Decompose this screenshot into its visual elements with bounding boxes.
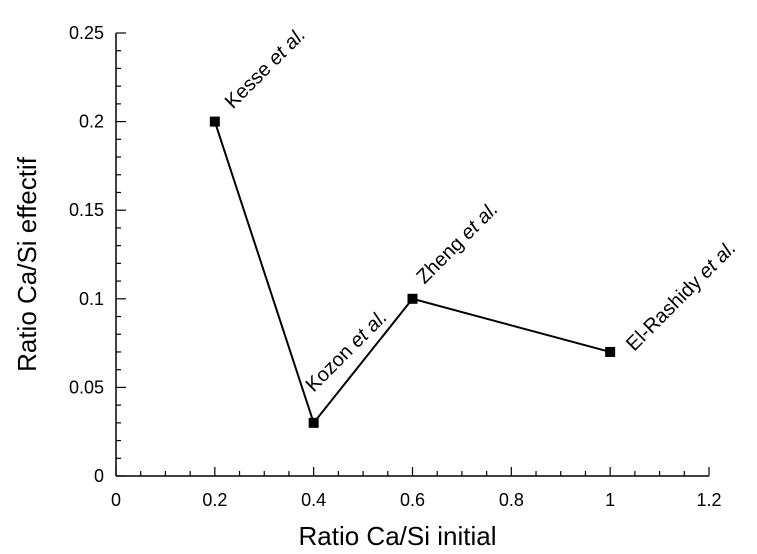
x-tick-label: 1 bbox=[605, 490, 615, 510]
annotation-label: Zheng et al. bbox=[412, 198, 502, 288]
annotation-author: El-Rashidy bbox=[622, 268, 710, 356]
series-line bbox=[213, 121, 611, 425]
annotation-label: El-Rashidy et al. bbox=[622, 237, 741, 356]
x-tick-label: 0.6 bbox=[400, 490, 425, 510]
data-point bbox=[407, 293, 418, 304]
ticks: 0 0.2 0.4 0.6 0.8 1 1.2 0 0.05 0.1 0.15 0.2 0.25 bbox=[69, 23, 722, 510]
y-tick-label: 0.1 bbox=[79, 289, 104, 309]
y-tick-label: 0.2 bbox=[79, 112, 104, 132]
data-point bbox=[209, 116, 220, 127]
x-axis-title: Ratio Ca/Si initial bbox=[299, 521, 497, 551]
axes bbox=[115, 33, 709, 477]
y-tick-label: 0.15 bbox=[69, 200, 104, 220]
x-tick-label: 0.8 bbox=[499, 490, 524, 510]
y-tick-label: 0 bbox=[94, 466, 104, 486]
annotation-label: Kesse et al. bbox=[221, 24, 310, 113]
data-point bbox=[605, 346, 616, 357]
x-tick-label: 0 bbox=[111, 490, 121, 510]
annotation-author: Kozon bbox=[302, 337, 362, 397]
data-series bbox=[209, 116, 616, 428]
x-tick-label: 0.2 bbox=[202, 490, 227, 510]
annotation-author: Zheng bbox=[412, 229, 472, 289]
y-tick-label: 0.25 bbox=[69, 23, 104, 43]
x-tick-label: 0.4 bbox=[301, 490, 326, 510]
data-point bbox=[308, 417, 319, 428]
y-axis-title: Ratio Ca/Si effectif bbox=[12, 156, 42, 372]
y-tick-label: 0.05 bbox=[69, 377, 104, 397]
annotation-author: Kesse bbox=[221, 54, 280, 113]
x-tick-label: 1.2 bbox=[696, 490, 721, 510]
annotations: Kesse et al.Kozon et al.Zheng et al.El-R… bbox=[221, 24, 741, 397]
